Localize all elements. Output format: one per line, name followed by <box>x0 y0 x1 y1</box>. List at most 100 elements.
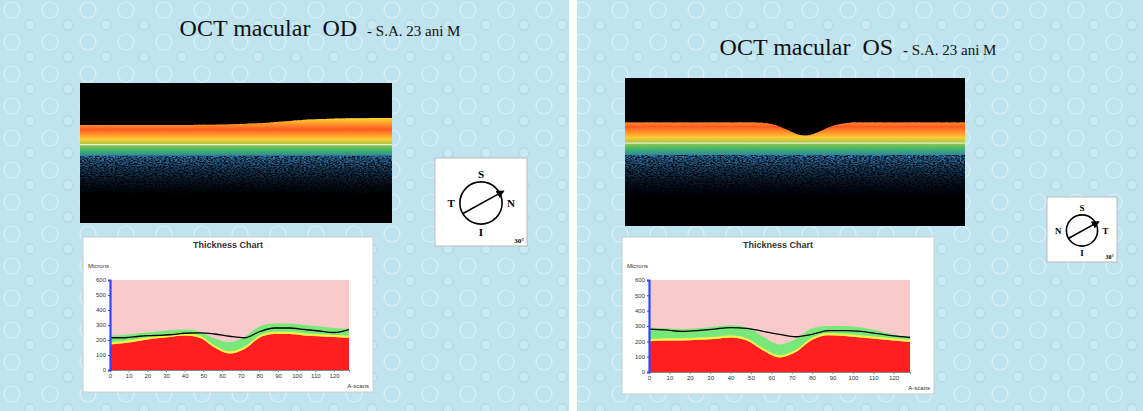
choroid-speckle <box>625 155 965 199</box>
y-tick: 400 <box>96 307 110 313</box>
y-tick: 200 <box>635 339 649 345</box>
x-tick-mark <box>873 372 874 374</box>
x-tick-label: 30 <box>707 375 714 381</box>
x-tick-label: 120 <box>330 373 341 379</box>
y-tick: 100 <box>96 352 110 358</box>
x-tick: 80 <box>809 372 816 381</box>
x-tick-mark <box>222 370 223 372</box>
x-tick-label: 60 <box>219 373 226 379</box>
y-tick-label: 0 <box>642 369 646 375</box>
x-tick: 110 <box>311 370 321 379</box>
slide-canvas: OCT macular OD- S.A. 23 ani MSITN30°Thic… <box>0 0 1143 411</box>
x-tick-label: 40 <box>182 373 189 379</box>
x-tick: 70 <box>789 372 796 381</box>
retina-speckle <box>625 105 965 158</box>
y-tick-mark <box>108 370 110 371</box>
y-tick-mark <box>647 357 649 358</box>
x-tick-mark <box>792 372 793 374</box>
x-tick-label: 30 <box>163 373 170 379</box>
compass-left: N <box>1055 226 1062 236</box>
y-tick: 300 <box>635 323 649 329</box>
plot-background <box>649 280 910 372</box>
x-tick-mark <box>166 370 167 372</box>
compass-right: T <box>1103 226 1109 236</box>
x-tick: 10 <box>667 372 674 381</box>
y-tick: 600 <box>96 277 110 283</box>
x-tick-mark <box>334 370 335 372</box>
x-tick-mark <box>297 370 298 372</box>
y-tick-label: 300 <box>635 323 646 329</box>
x-tick-mark <box>833 372 834 374</box>
x-tick-mark <box>147 370 148 372</box>
x-tick-mark <box>894 372 895 374</box>
compass-arrow <box>463 191 503 213</box>
x-tick: 120 <box>889 372 900 381</box>
compass-angle: 30° <box>514 237 524 245</box>
x-tick-label: 10 <box>667 375 674 381</box>
x-tick-label: 110 <box>869 375 879 381</box>
x-axis-title: A-scans <box>908 385 930 391</box>
x-tick-label: 50 <box>748 375 755 381</box>
y-tick: 300 <box>96 322 110 328</box>
x-axis-title: A-scans <box>347 383 369 389</box>
chart-title: Thickness Chart <box>743 240 813 250</box>
chart-box <box>83 237 373 392</box>
x-tick: 100 <box>848 372 859 381</box>
x-tick: 30 <box>163 370 170 379</box>
x-tick-label: 20 <box>145 373 152 379</box>
y-tick-mark <box>647 372 649 373</box>
compass-arrow <box>1069 222 1099 238</box>
y-axis: 0100200300400500600 <box>635 277 650 375</box>
y-axis-title: Microns <box>627 263 648 269</box>
x-tick: 60 <box>219 370 226 379</box>
retina-band <box>625 105 965 158</box>
compass-box <box>435 158 527 246</box>
y-tick: 100 <box>635 354 649 360</box>
y-tick: 500 <box>635 293 649 299</box>
x-tick-mark <box>731 372 732 374</box>
x-tick: 20 <box>145 370 152 379</box>
x-tick: 50 <box>748 372 755 381</box>
x-tick: 10 <box>126 370 133 379</box>
x-tick-mark <box>203 370 204 372</box>
slide-subtitle: - S.A. 23 ani M <box>903 42 996 58</box>
y-tick: 0 <box>103 367 110 373</box>
compass-bottom: I <box>1080 248 1084 258</box>
x-tick: 90 <box>275 370 282 379</box>
x-tick-mark <box>185 370 186 372</box>
x-tick-mark <box>669 372 670 374</box>
y-tick-mark <box>108 355 110 356</box>
y-tick: 0 <box>642 369 649 375</box>
x-tick-mark <box>853 372 854 374</box>
x-tick: 90 <box>830 372 837 381</box>
y-tick-label: 400 <box>96 307 107 313</box>
x-tick-label: 10 <box>126 373 133 379</box>
scan-background <box>625 78 965 226</box>
slide-subtitle: - S.A. 23 ani M <box>367 23 460 39</box>
compass-top: S <box>1079 203 1084 213</box>
y-tick: 600 <box>635 277 649 283</box>
panel: OCT macular OS- S.A. 23 ani MSINT30°Thic… <box>622 34 1117 394</box>
compass: SINT30° <box>1047 197 1117 262</box>
y-tick-label: 0 <box>103 367 107 373</box>
rpe-line <box>625 142 965 143</box>
x-tick-mark <box>278 370 279 372</box>
y-tick-mark <box>108 295 110 296</box>
background-pattern <box>0 0 1143 411</box>
oct-scan <box>625 78 965 226</box>
plot-area <box>649 325 910 372</box>
thickness-chart: Thickness ChartMicronsA-scans01020304050… <box>622 237 934 394</box>
x-tick: 30 <box>707 372 714 381</box>
page: OCT macular OD- S.A. 23 ani MSITN30°Thic… <box>0 0 1143 411</box>
x-tick: 70 <box>238 370 245 379</box>
y-tick-mark <box>647 311 649 312</box>
x-tick-label: 100 <box>292 373 303 379</box>
oct-scan <box>80 83 392 223</box>
x-tick-mark <box>241 370 242 372</box>
x-tick: 100 <box>292 370 303 379</box>
compass-box <box>1047 197 1117 262</box>
retina-band <box>80 108 392 158</box>
x-tick: 60 <box>769 372 776 381</box>
x-tick-label: 70 <box>238 373 245 379</box>
x-tick-mark <box>812 372 813 374</box>
